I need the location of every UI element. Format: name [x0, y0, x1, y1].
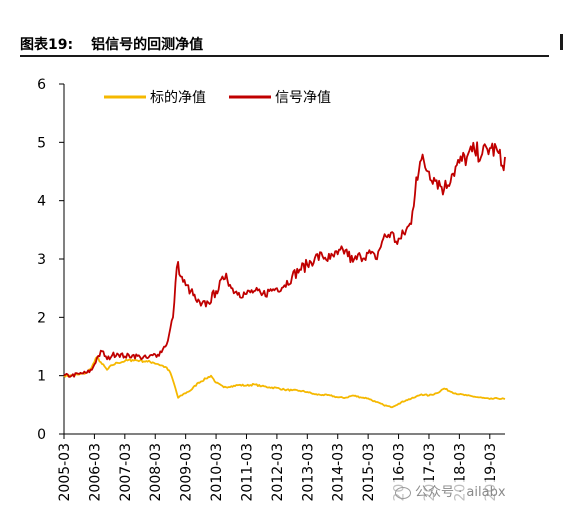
x-tick-label: 2012-03	[270, 443, 286, 502]
y-tick-label: 0	[37, 427, 46, 443]
legend-label-1: 标的净值	[150, 90, 206, 106]
figure-title: 图表19: 铝信号的回测净值	[20, 34, 203, 54]
wechat-icon	[395, 486, 411, 499]
figure-title-text: 铝信号的回测净值	[91, 37, 204, 53]
header-rule	[20, 55, 549, 57]
x-tick-label: 2014-03	[331, 443, 347, 502]
watermark: 公众号 · ailabx	[392, 480, 509, 501]
x-tick-label: 2007-03	[118, 443, 134, 502]
chart-axes: 0 1 2 3 4 5 6 2005-03 2006-03 2007-03 2008-03 2009-…	[37, 77, 505, 502]
x-tick-label: 2009-03	[179, 443, 195, 502]
x-tick-label: 2010-03	[209, 443, 225, 502]
watermark-account: ailabx	[466, 485, 506, 500]
x-tick-label: 2006-03	[87, 443, 103, 502]
series-line-1	[63, 356, 506, 409]
legend-label-2: 信号净值	[275, 90, 331, 106]
y-tick-label: 5	[37, 135, 46, 151]
x-tick-label: 2015-03	[361, 443, 377, 502]
header-edge-mark	[560, 34, 563, 50]
x-tick-label: 2008-03	[148, 443, 164, 502]
figure-label: 图表19:	[20, 37, 74, 53]
x-tick-label: 2011-03	[239, 443, 255, 502]
chart-legend: 标的净值 信号净值	[104, 90, 331, 106]
figure-header: 图表19: 铝信号的回测净值	[0, 0, 563, 62]
x-tick-label: 2005-03	[57, 443, 73, 502]
y-tick-label: 4	[37, 194, 46, 210]
y-tick-label: 3	[37, 252, 46, 268]
watermark-prefix: 公众号 ·	[415, 485, 463, 500]
y-tick-label: 1	[37, 369, 46, 385]
line-chart: 0 1 2 3 4 5 6 2005-03 2006-03 2007-03 2008-03 2009-…	[37, 77, 506, 502]
chart-series-lines	[63, 141, 506, 409]
y-tick-label: 2	[37, 310, 46, 326]
y-tick-label: 6	[37, 77, 46, 93]
series-line-2	[63, 141, 506, 378]
x-tick-label: 2013-03	[300, 443, 316, 502]
